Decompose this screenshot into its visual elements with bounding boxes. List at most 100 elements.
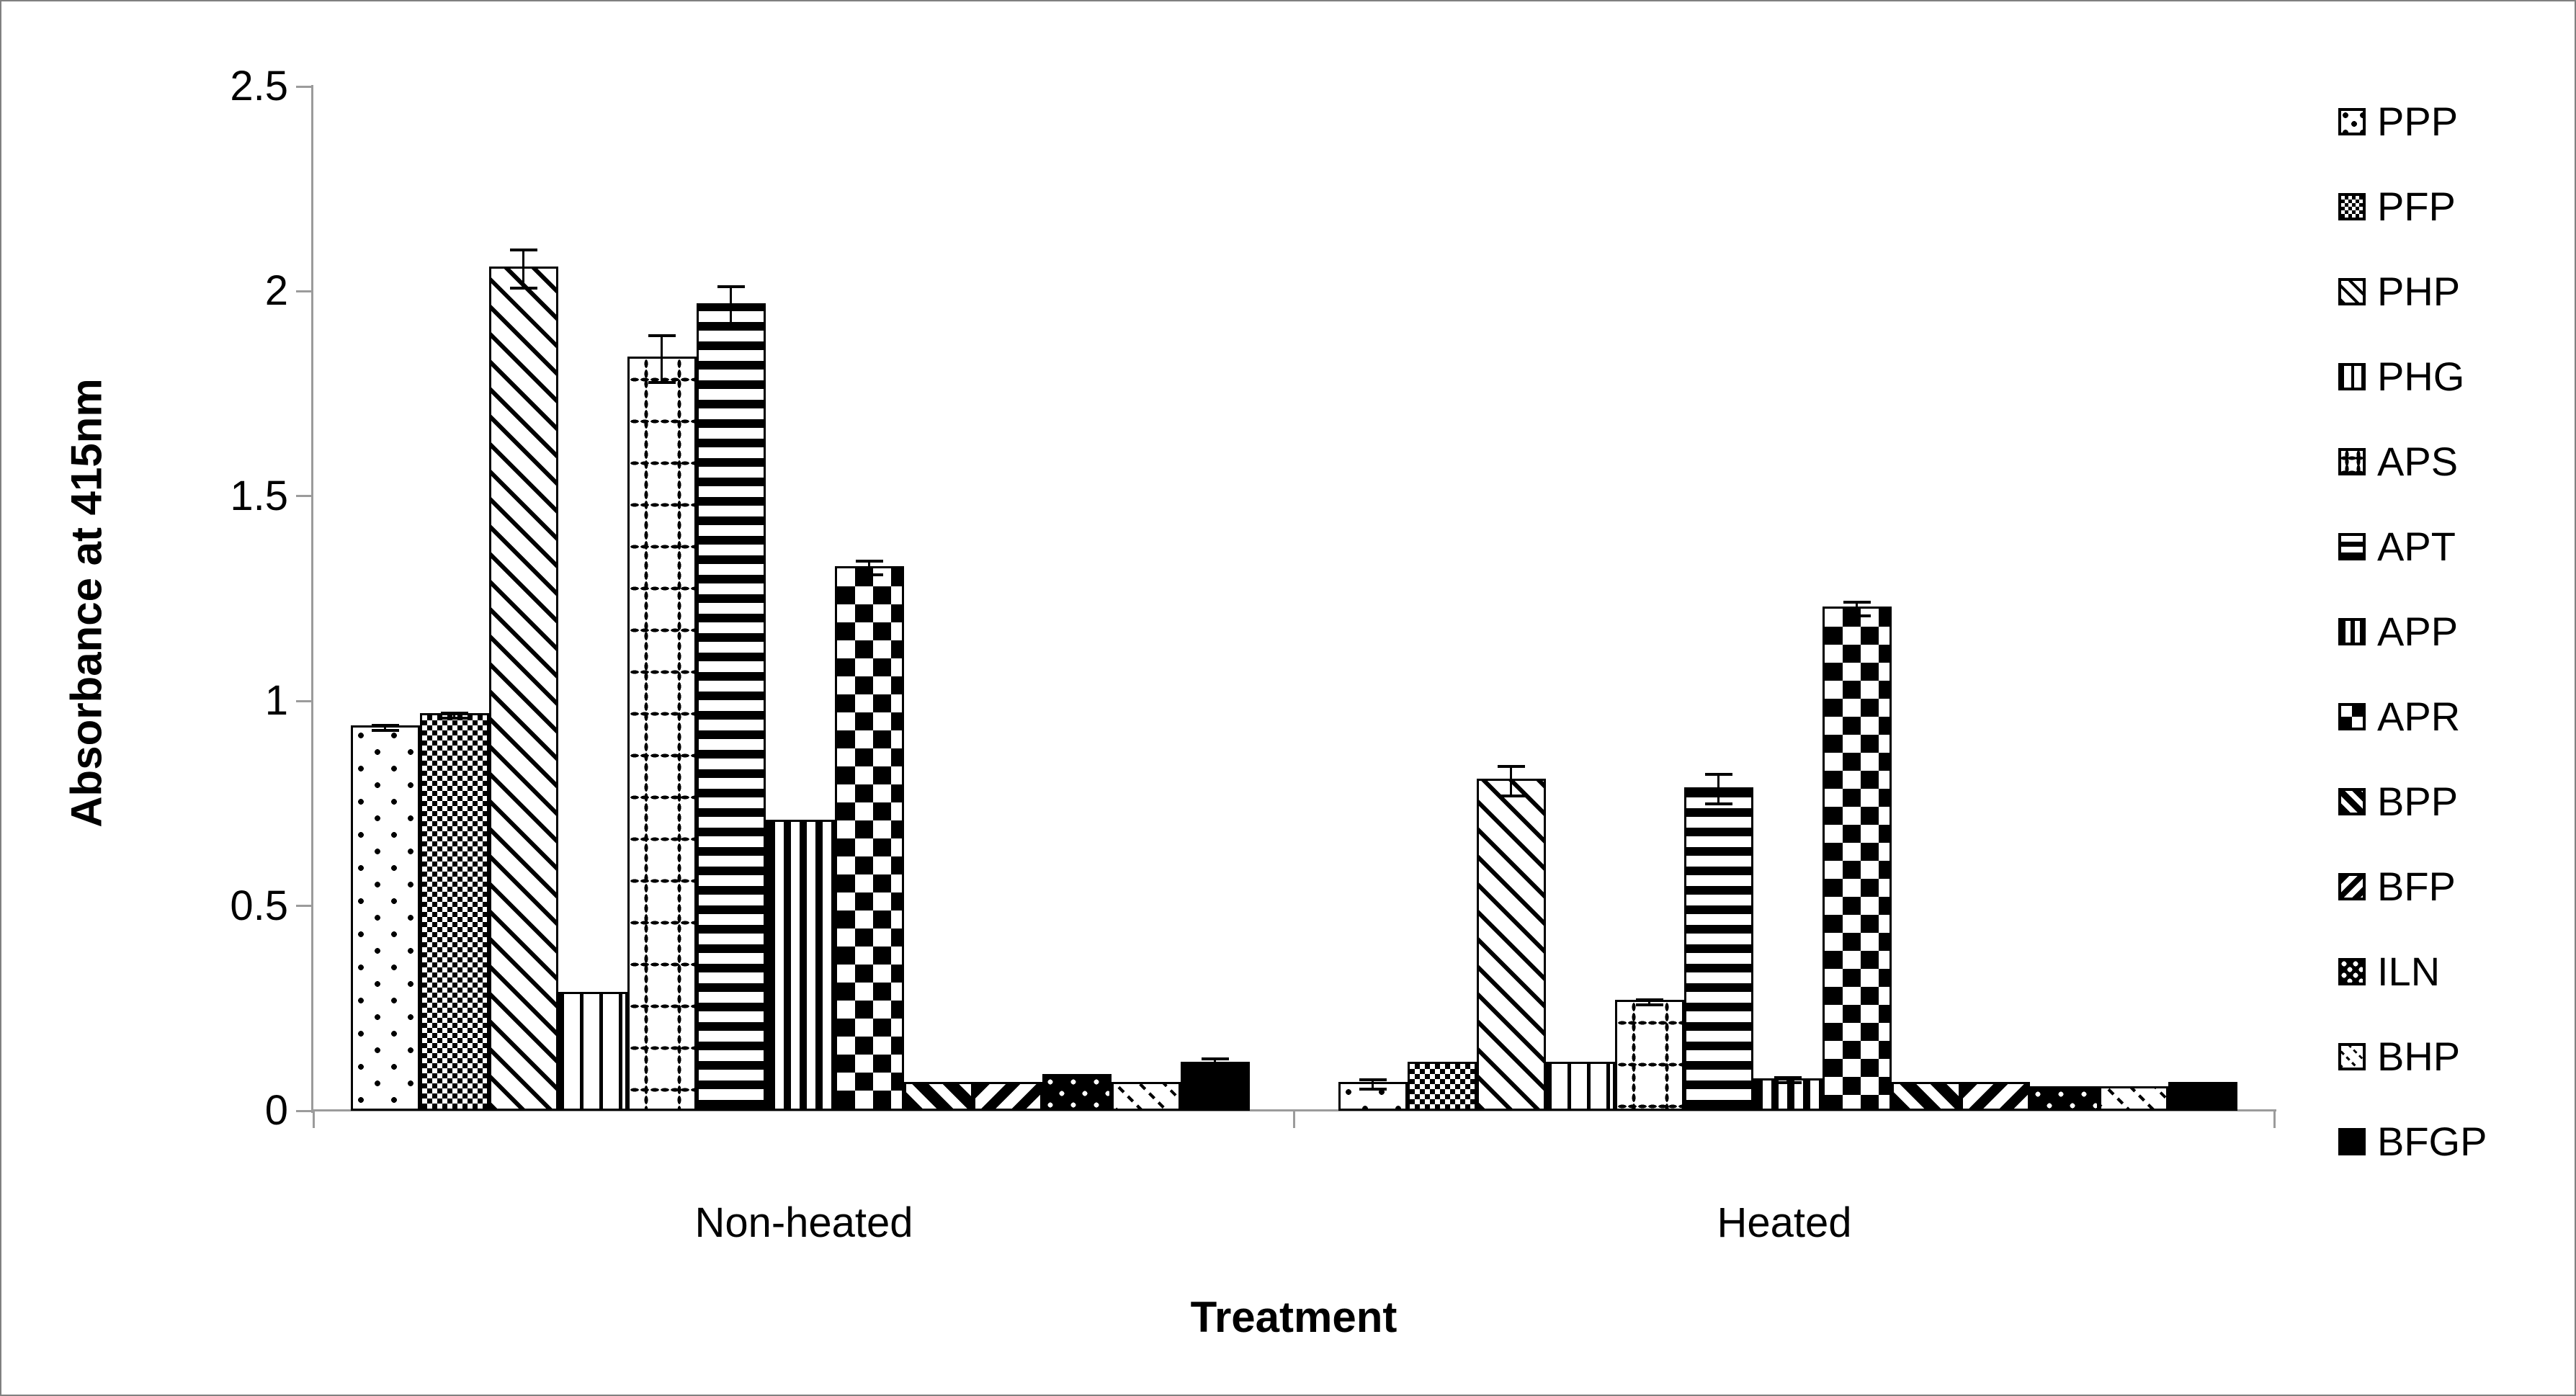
legend-item-apt: APT (2338, 527, 2487, 567)
bar-bpp-heated (1892, 1082, 1961, 1111)
error-bar-cap-bottom (1202, 1067, 1229, 1070)
error-bar-cap-top (717, 285, 745, 289)
legend-swatch-horizontal-stripes (2338, 533, 2366, 560)
legend: PPP PFP PHP PHG APS APT APP APR BPP BFP ILN BHP BFGP (2338, 99, 2487, 1212)
bar-app-heated (1753, 1075, 1823, 1111)
legend-item-ppp: PPP (2338, 99, 2487, 144)
error-bar-line (1372, 1078, 1374, 1091)
bar-phg-heated (1546, 1061, 1615, 1111)
x-tick-mark (1292, 1111, 1295, 1128)
x-tick-mark (312, 1111, 315, 1128)
error-bar-cap-bottom (717, 323, 745, 326)
error-bar-line (384, 723, 386, 733)
plot-area (313, 86, 2274, 1111)
error-bar-cap-bottom (1498, 795, 1525, 798)
error-bar-line (1856, 601, 1858, 617)
bar-bpp-non-heated (904, 1082, 973, 1111)
error-bar (372, 723, 399, 733)
legend-swatch-sparse-dots (2338, 108, 2366, 135)
y-tick-label: 0 (264, 1087, 288, 1134)
error-bar-cap-top (1843, 601, 1871, 604)
legend-label: PPP (2377, 99, 2459, 144)
error-bar-line (661, 334, 663, 384)
error-bar-cap-bottom (1636, 1003, 1663, 1007)
y-tick-label: 1 (264, 677, 288, 725)
legend-label: APR (2377, 694, 2461, 739)
legend-item-bhp: BHP (2338, 1037, 2487, 1077)
legend-swatch-diagonal-dashes-light (2338, 1043, 2366, 1070)
error-bar (1498, 764, 1525, 798)
x-axis-title: Treatment (1190, 1293, 1397, 1341)
error-bar-line (522, 248, 524, 290)
bar-iln-heated (2030, 1086, 2099, 1111)
y-tick-label: 2.5 (230, 63, 288, 109)
legend-label: BFGP (2377, 1119, 2487, 1164)
bar-aps-non-heated (627, 334, 697, 1111)
bar-group-heated (1338, 601, 2237, 1111)
category-label-heated: Heated (1717, 1199, 1852, 1246)
error-bar-cap-top (510, 248, 537, 251)
legend-item-app: APP (2338, 609, 2487, 654)
error-bar-line (453, 711, 455, 720)
bar-bfgp-heated (2168, 1082, 2237, 1111)
error-bar (1202, 1057, 1229, 1070)
error-bar-cap-top (1498, 764, 1525, 768)
y-tick-mark (296, 290, 312, 292)
error-bar-cap-bottom (1705, 802, 1732, 806)
bar-apr-heated (1823, 601, 1892, 1111)
x-axis-line (311, 1109, 2276, 1111)
bar-apt-non-heated (697, 285, 766, 1111)
error-bar (1636, 998, 1663, 1007)
error-bar-cap-top (856, 560, 883, 563)
bar-ppp-heated (1338, 1078, 1408, 1111)
x-tick-mark (2273, 1111, 2276, 1128)
bar-bhp-non-heated (1112, 1082, 1181, 1111)
error-bar-cap-bottom (372, 729, 399, 733)
bar-pfp-non-heated (420, 711, 489, 1111)
y-tick-label: 1.5 (230, 472, 288, 519)
error-bar-line (1510, 764, 1512, 798)
error-bar (1705, 772, 1732, 806)
legend-item-aps: APS (2338, 439, 2487, 484)
bar-aps-heated (1615, 998, 1684, 1111)
y-tick-mark (296, 699, 312, 702)
legend-swatch-diagonal-bold-down (2338, 788, 2366, 815)
legend-label: APS (2377, 439, 2459, 484)
error-bar-cap-bottom (648, 380, 676, 384)
error-bar-line (1214, 1057, 1216, 1070)
error-bar (510, 248, 537, 290)
legend-item-bfp: BFP (2338, 867, 2487, 907)
error-bar-line (868, 560, 870, 576)
legend-swatch-vertical-stripes-dense (2338, 618, 2366, 645)
category-label-non-heated: Non-heated (694, 1199, 913, 1246)
error-bar-cap-bottom (1843, 614, 1871, 617)
legend-item-bpp: BPP (2338, 782, 2487, 822)
y-tick-label: 2 (264, 267, 288, 315)
bar-ppp-non-heated (351, 723, 420, 1111)
legend-swatch-diagonal-bold-up (2338, 873, 2366, 900)
legend-label: APP (2377, 609, 2459, 654)
y-tick-mark (296, 495, 312, 498)
error-bar (441, 711, 468, 720)
legend-swatch-large-checker (2338, 703, 2366, 730)
bar-group-non-heated (351, 248, 1250, 1111)
legend-label: PHG (2377, 354, 2465, 399)
legend-swatch-diagonal-stripes-down (2338, 278, 2366, 305)
bar-pfp-heated (1408, 1061, 1477, 1111)
error-bar-cap-bottom (510, 286, 537, 290)
bar-bfp-non-heated (973, 1082, 1042, 1111)
bar-php-non-heated (489, 248, 558, 1111)
error-bar-line (1786, 1075, 1789, 1085)
bar-bfgp-non-heated (1181, 1057, 1250, 1111)
y-tick-mark (296, 1109, 312, 1112)
error-bar-cap-bottom (441, 716, 468, 720)
error-bar-cap-top (1774, 1075, 1802, 1079)
legend-swatch-fine-checker (2338, 193, 2366, 220)
bar-bhp-heated (2099, 1086, 2168, 1111)
error-bar (717, 285, 745, 326)
error-bar (856, 560, 883, 576)
error-bar (1843, 601, 1871, 617)
legend-item-bfgp: BFGP (2338, 1119, 2487, 1164)
error-bar-cap-bottom (1359, 1087, 1387, 1091)
